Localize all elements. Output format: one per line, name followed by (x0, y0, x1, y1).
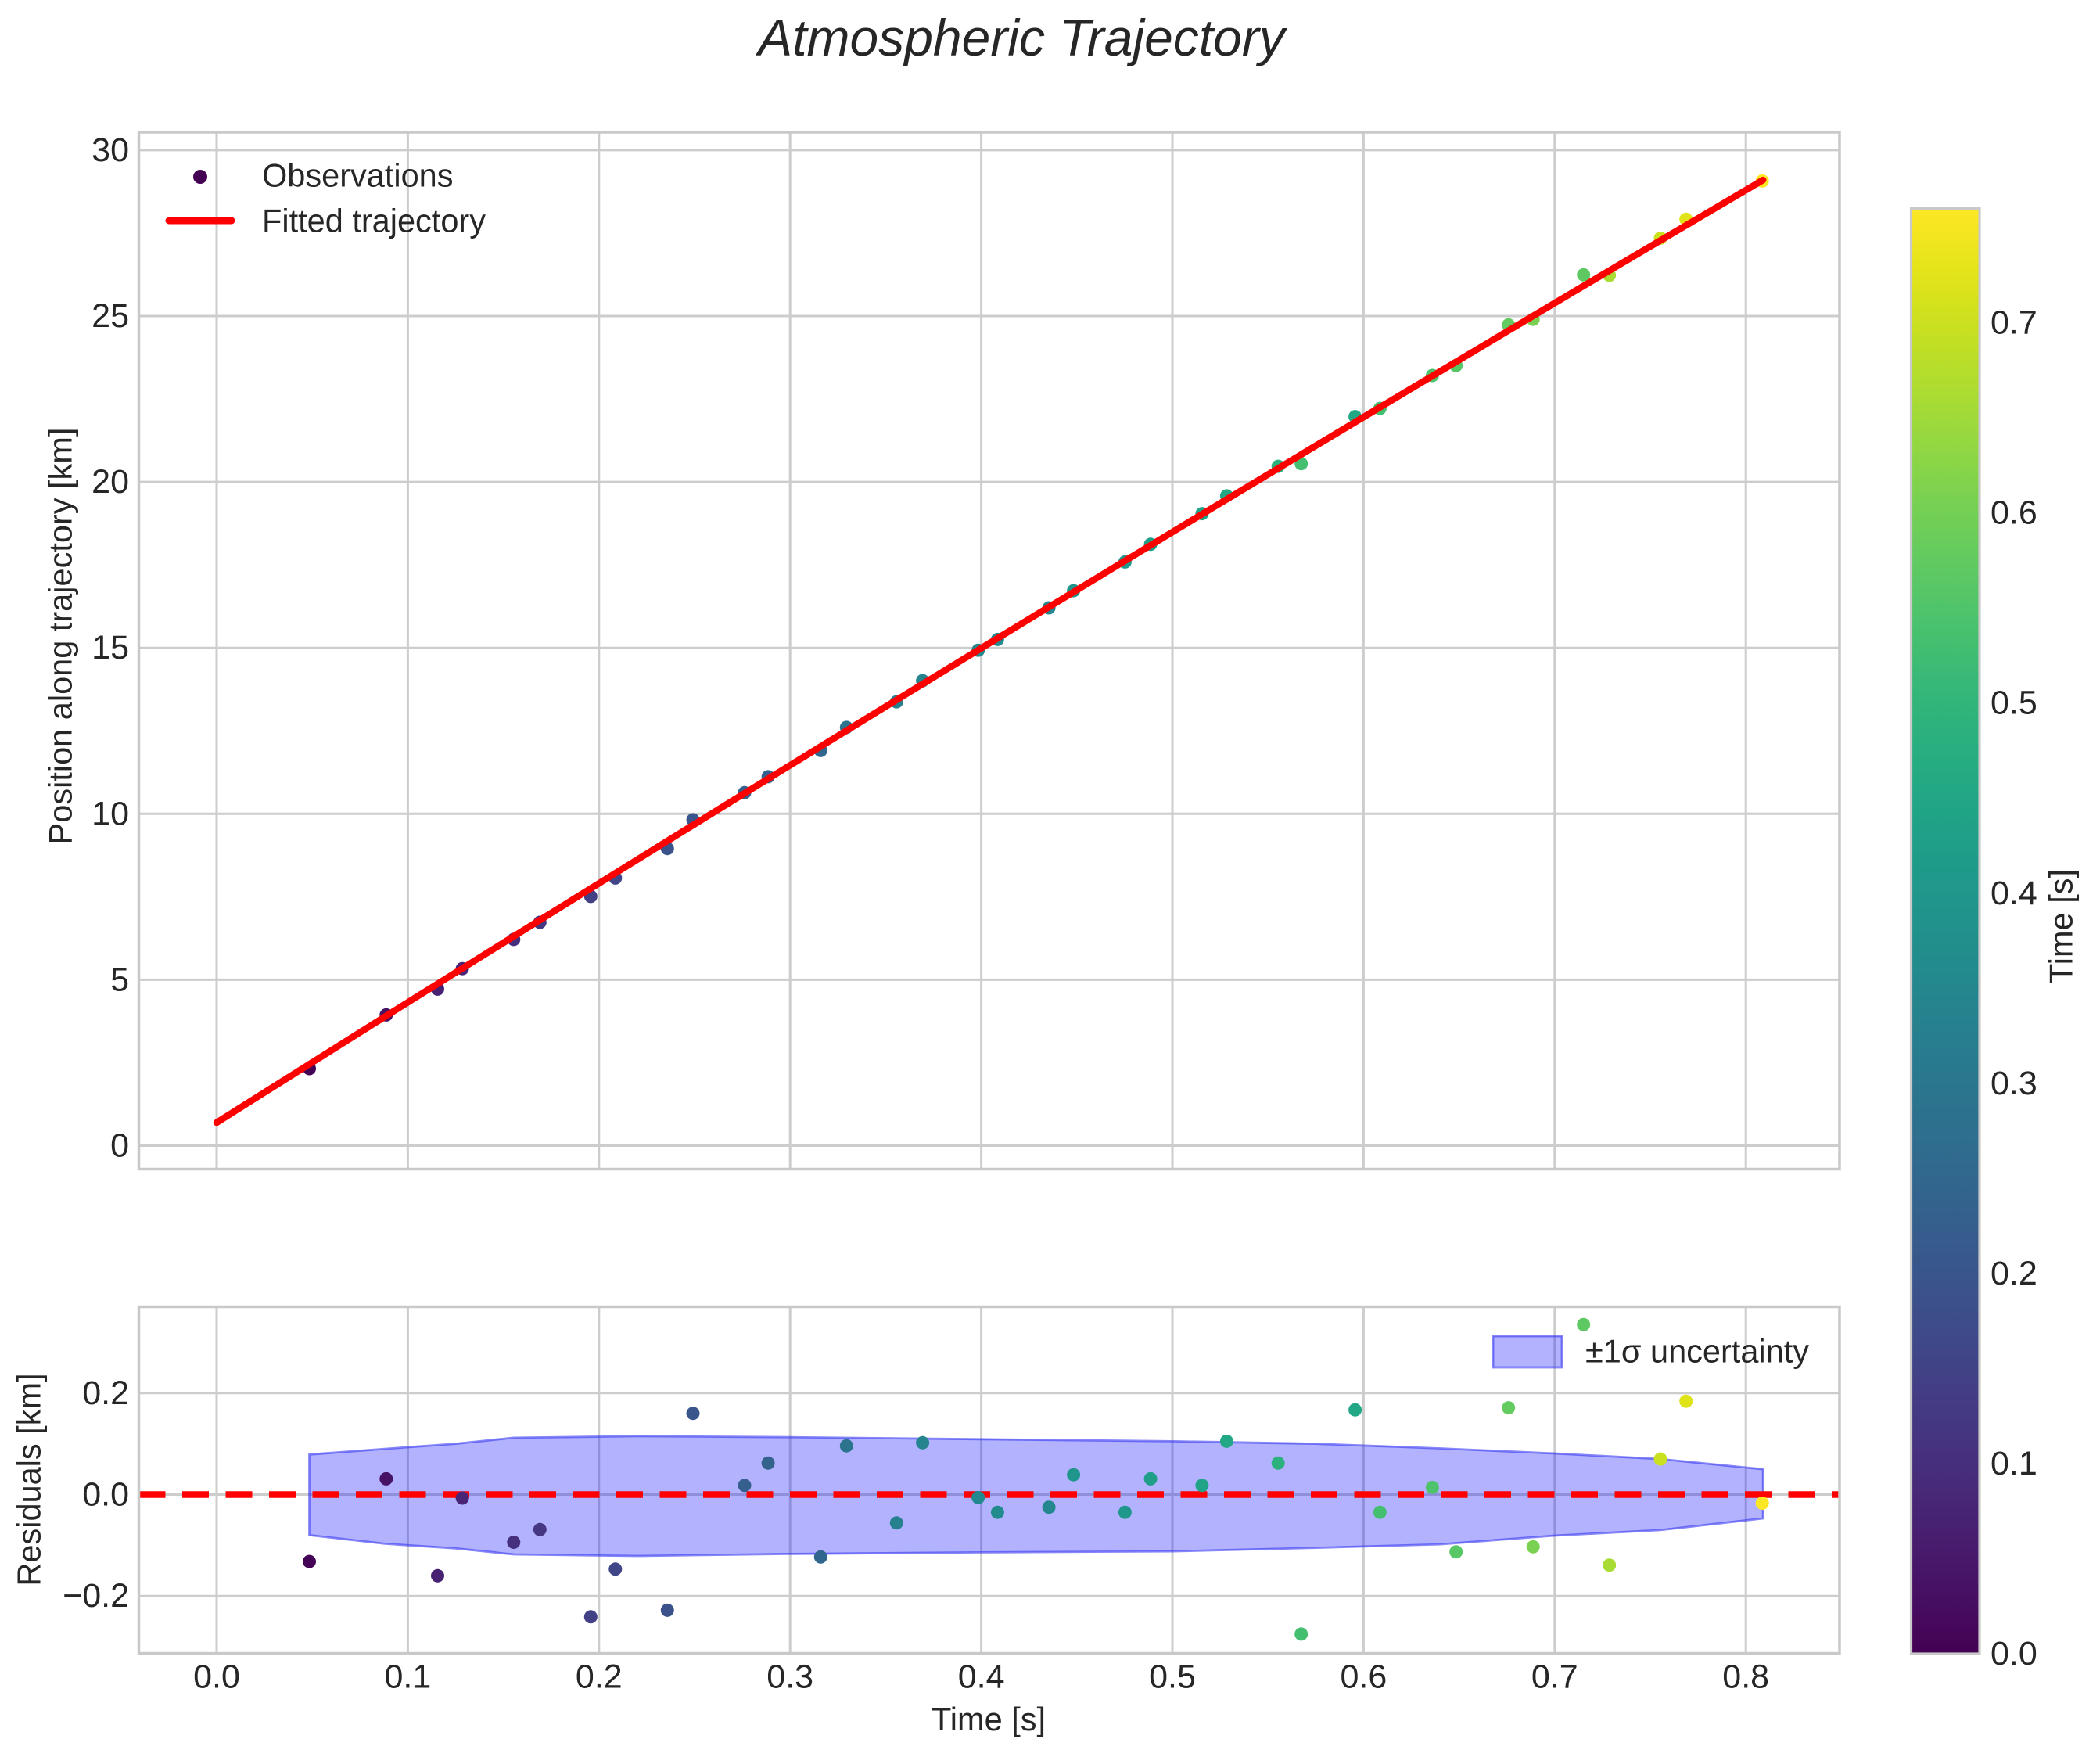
svg-text:Fitted trajectory: Fitted trajectory (262, 203, 486, 239)
svg-text:0.7: 0.7 (1531, 1658, 1578, 1696)
svg-text:5: 5 (110, 961, 129, 998)
svg-text:Residuals [km]: Residuals [km] (11, 1373, 48, 1586)
svg-text:0.1: 0.1 (385, 1658, 432, 1696)
svg-text:30: 30 (92, 131, 129, 169)
svg-text:−0.2: −0.2 (63, 1577, 129, 1615)
svg-text:Time [s]: Time [s] (932, 1701, 1046, 1737)
svg-text:25: 25 (92, 297, 129, 335)
svg-text:10: 10 (92, 795, 129, 832)
svg-text:20: 20 (92, 463, 129, 501)
svg-text:Observations: Observations (262, 157, 454, 194)
svg-text:0.5: 0.5 (1991, 684, 2037, 722)
svg-text:0.5: 0.5 (1149, 1658, 1196, 1696)
svg-text:0.2: 0.2 (82, 1374, 129, 1412)
svg-text:0.0: 0.0 (82, 1476, 129, 1514)
svg-text:0.6: 0.6 (1341, 1658, 1387, 1696)
svg-text:0.3: 0.3 (1991, 1065, 2037, 1102)
svg-text:0.4: 0.4 (958, 1658, 1005, 1696)
svg-text:0.0: 0.0 (1991, 1635, 2037, 1673)
svg-text:±1σ uncertainty: ±1σ uncertainty (1585, 1333, 1809, 1370)
svg-text:15: 15 (92, 629, 129, 667)
svg-text:0.1: 0.1 (1991, 1445, 2037, 1482)
svg-text:0.6: 0.6 (1991, 494, 2037, 532)
svg-text:0.3: 0.3 (766, 1658, 813, 1696)
svg-text:Position along trajectory [km]: Position along trajectory [km] (42, 428, 79, 845)
svg-text:0.0: 0.0 (193, 1658, 240, 1696)
svg-text:0.8: 0.8 (1722, 1658, 1769, 1696)
svg-text:Atmospheric Trajectory: Atmospheric Trajectory (755, 9, 1288, 66)
svg-text:0: 0 (110, 1127, 129, 1165)
svg-text:0.7: 0.7 (1991, 304, 2037, 342)
svg-text:0.2: 0.2 (1991, 1255, 2037, 1292)
svg-text:0.2: 0.2 (576, 1658, 623, 1696)
svg-text:Time [s]: Time [s] (2043, 869, 2080, 983)
svg-text:0.4: 0.4 (1991, 875, 2037, 912)
